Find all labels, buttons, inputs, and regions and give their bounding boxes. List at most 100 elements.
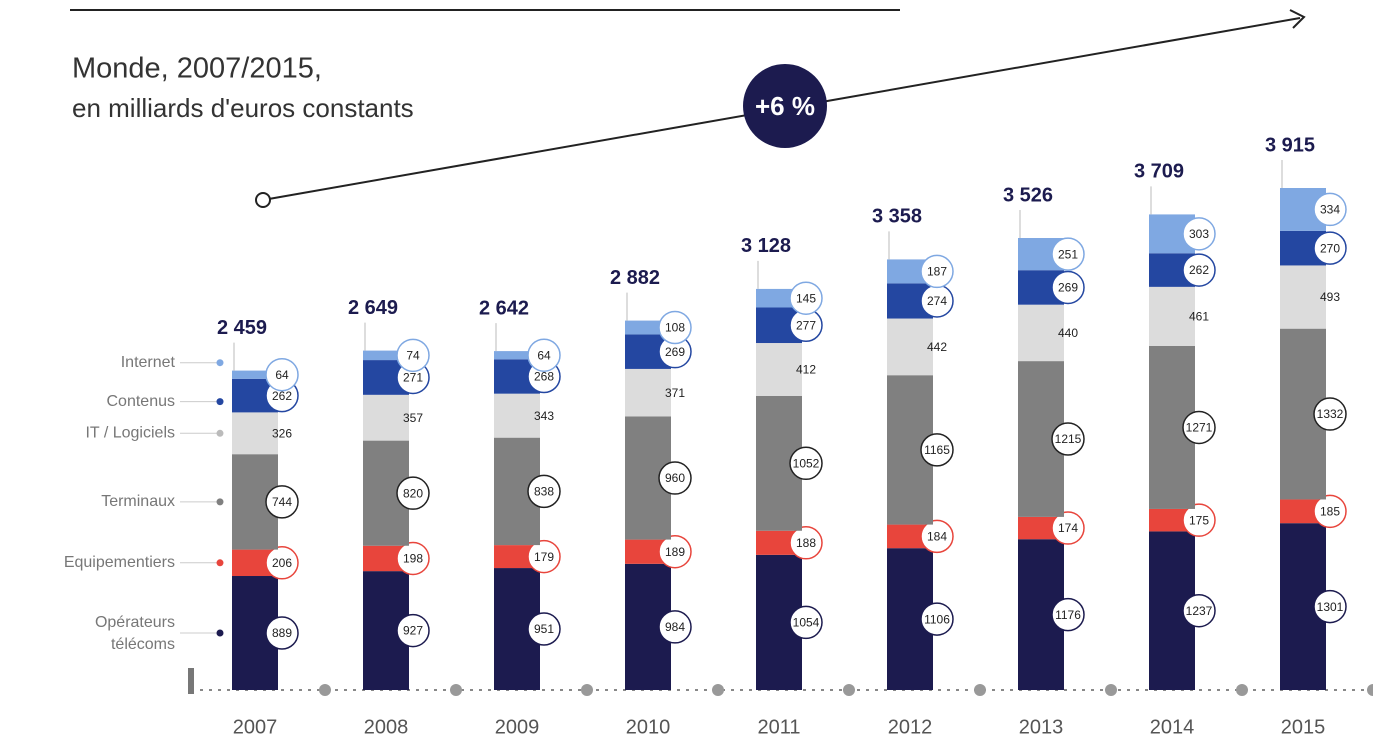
total-label: 2 649 xyxy=(348,297,398,319)
legend-dot xyxy=(216,629,224,637)
bar-segment xyxy=(1018,304,1064,362)
value-badge xyxy=(1051,511,1085,545)
x-tick-label: 2008 xyxy=(364,716,409,738)
value-badge xyxy=(396,541,430,576)
value-badge xyxy=(396,613,430,648)
total-label: 3 915 xyxy=(1265,134,1315,156)
value-label: 198 xyxy=(403,552,423,566)
value-label: 274 xyxy=(927,294,947,308)
value-label: 185 xyxy=(1320,504,1340,518)
legend-dot xyxy=(216,498,224,506)
value-label: 175 xyxy=(1189,513,1209,527)
baseline-marker xyxy=(188,668,194,694)
value-label: 64 xyxy=(537,348,551,362)
value-label: 371 xyxy=(665,386,685,400)
value-label: 1176 xyxy=(1055,608,1081,622)
value-label: 179 xyxy=(534,550,554,564)
baseline-dot xyxy=(1367,684,1373,696)
legend-dot xyxy=(216,559,224,567)
x-tick-label: 2015 xyxy=(1281,716,1326,738)
bar-segment xyxy=(363,394,409,441)
value-badge xyxy=(396,476,430,510)
value-badge xyxy=(920,519,954,554)
value-label: 927 xyxy=(403,624,423,638)
value-label: 277 xyxy=(796,318,816,332)
value-label: 188 xyxy=(796,536,816,550)
value-label: 1301 xyxy=(1317,600,1344,614)
value-badge xyxy=(1313,231,1347,265)
bar-segment xyxy=(232,412,278,455)
value-badge xyxy=(1313,589,1347,624)
value-label: 262 xyxy=(272,389,292,403)
value-label: 268 xyxy=(534,370,554,384)
bar-segment xyxy=(756,343,802,396)
total-label: 3 358 xyxy=(872,206,922,228)
legend-dot xyxy=(216,359,224,367)
growth-badge xyxy=(743,64,827,148)
value-label: 251 xyxy=(1058,247,1078,261)
baseline-dot xyxy=(1105,684,1117,696)
value-label: 1332 xyxy=(1317,407,1344,421)
bar-segment xyxy=(625,368,671,417)
bar-segment xyxy=(1280,265,1326,329)
chart-subtitle: en milliards d'euros constants xyxy=(72,93,414,123)
value-badge xyxy=(265,357,299,392)
value-label: 493 xyxy=(1320,290,1340,304)
value-label: 1106 xyxy=(924,612,950,626)
value-badge xyxy=(265,616,299,650)
value-label: 303 xyxy=(1189,227,1209,241)
legend-label: Terminaux xyxy=(101,493,175,510)
value-badge xyxy=(1182,253,1216,287)
value-badge xyxy=(527,539,561,574)
value-badge xyxy=(1051,237,1085,271)
value-badge xyxy=(658,461,692,495)
baseline-dot xyxy=(319,684,331,696)
value-label: 984 xyxy=(665,620,685,634)
value-label: 744 xyxy=(272,495,292,509)
value-label: 1052 xyxy=(793,456,820,470)
value-label: 461 xyxy=(1189,310,1209,324)
value-label: 334 xyxy=(1320,203,1340,217)
trend-start xyxy=(255,192,271,208)
value-label: 412 xyxy=(796,363,816,377)
bar-segment xyxy=(232,370,278,379)
value-label: 1054 xyxy=(793,616,820,630)
total-label: 2 882 xyxy=(610,267,660,289)
value-badge xyxy=(1313,397,1347,431)
x-tick-label: 2012 xyxy=(888,716,933,738)
value-badge xyxy=(1182,593,1216,628)
value-label: 271 xyxy=(403,371,423,385)
value-label: 357 xyxy=(403,411,423,425)
x-tick-label: 2014 xyxy=(1150,716,1195,738)
total-label: 2 459 xyxy=(217,317,267,339)
value-label: 1237 xyxy=(1186,604,1213,618)
value-label: 74 xyxy=(406,349,420,363)
value-label: 1215 xyxy=(1055,432,1082,446)
growth-label: +6 % xyxy=(755,91,815,121)
value-label: 343 xyxy=(534,409,554,423)
x-tick-label: 2010 xyxy=(626,716,671,738)
legend-label: Contenus xyxy=(107,393,176,410)
legend-label: IT / Logiciels xyxy=(85,425,175,442)
legend-dot xyxy=(216,398,224,406)
value-label: 145 xyxy=(796,291,816,305)
legend-label: Opérateurs télécoms xyxy=(95,614,175,653)
value-badge xyxy=(1313,192,1347,227)
chart-title: Monde, 2007/2015, xyxy=(72,53,322,85)
value-label: 440 xyxy=(1058,326,1078,340)
value-badge xyxy=(1051,422,1085,456)
value-label: 951 xyxy=(534,622,554,636)
value-badge xyxy=(920,602,954,636)
value-badge xyxy=(920,433,954,467)
legend-label: Internet xyxy=(121,354,176,371)
value-badge xyxy=(1313,494,1347,529)
value-badge xyxy=(789,281,823,315)
x-tick-label: 2009 xyxy=(495,716,540,738)
value-label: 189 xyxy=(665,545,685,559)
total-label: 3 709 xyxy=(1134,161,1184,183)
value-badge xyxy=(789,446,823,481)
value-badge xyxy=(1182,410,1216,445)
value-badge xyxy=(1182,503,1216,537)
value-badge xyxy=(396,338,430,373)
value-label: 1271 xyxy=(1186,421,1213,435)
